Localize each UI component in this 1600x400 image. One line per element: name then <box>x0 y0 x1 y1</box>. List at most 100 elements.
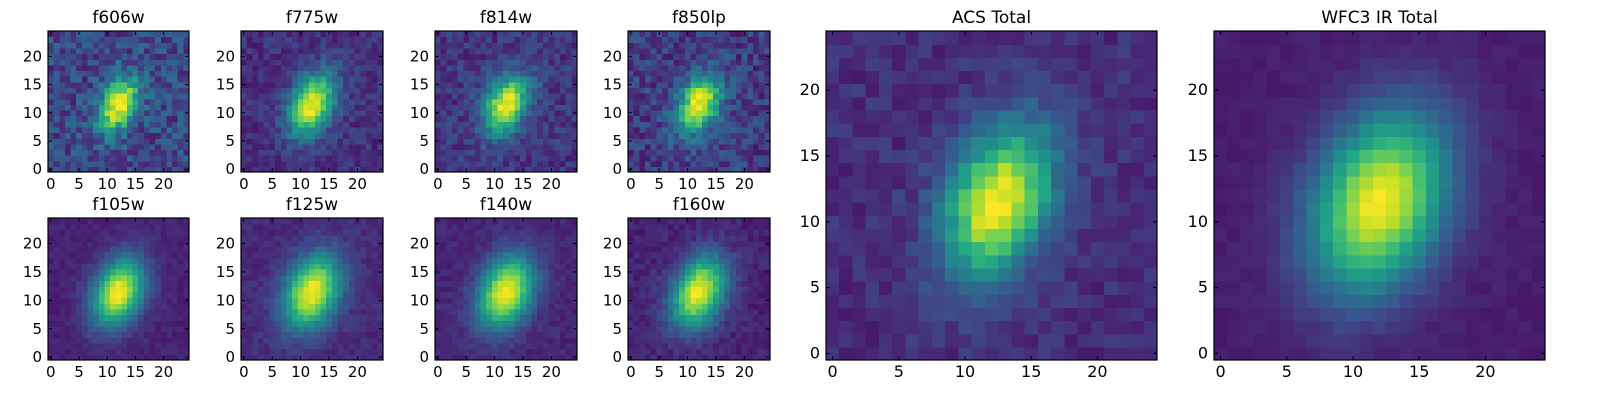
heatmap-cell <box>326 320 333 327</box>
heatmap-cell <box>497 31 504 38</box>
heatmap-cell <box>286 42 293 49</box>
heatmap-cell <box>292 70 299 77</box>
heatmap-cell <box>457 121 464 128</box>
heatmap-cell <box>138 229 145 236</box>
heatmap-cell <box>452 36 459 43</box>
heatmap-cell <box>183 98 190 105</box>
heatmap-cell <box>337 354 344 361</box>
heatmap-cell <box>497 331 504 338</box>
heatmap-cell <box>93 155 100 162</box>
heatmap-cell <box>98 121 105 128</box>
heatmap-cell <box>684 308 692 316</box>
heatmap-cell <box>542 70 550 77</box>
heatmap-cell <box>747 320 754 327</box>
heatmap-cell <box>309 53 316 60</box>
heatmap-cell <box>650 70 657 77</box>
heatmap-cell <box>633 59 640 66</box>
heatmap-cell <box>667 104 675 111</box>
heatmap-cell <box>126 126 134 134</box>
heatmap-cell <box>690 64 697 72</box>
heatmap-cell <box>53 286 60 293</box>
heatmap-cell <box>149 223 156 230</box>
heatmap-cell <box>177 53 184 60</box>
heatmap-cell <box>183 87 190 94</box>
heatmap-cell <box>531 303 538 310</box>
heatmap-cell <box>87 115 94 122</box>
heatmap-cell <box>452 115 459 122</box>
heatmap-cell <box>155 138 162 145</box>
heatmap-cell <box>98 64 105 72</box>
heatmap-cell <box>440 31 447 38</box>
heatmap-cell <box>258 36 265 43</box>
heatmap-cell <box>275 109 282 117</box>
heatmap-cell <box>360 81 367 88</box>
heatmap-cell <box>662 81 669 88</box>
heatmap-cell <box>525 303 533 310</box>
heatmap-cell <box>525 143 533 151</box>
heatmap-cell <box>138 297 145 304</box>
heatmap-cell <box>93 269 100 276</box>
heatmap-cell <box>115 320 122 327</box>
heatmap-cell <box>241 98 248 105</box>
heatmap-cell <box>132 314 139 321</box>
heatmap-cell <box>354 314 361 321</box>
heatmap-cell <box>70 149 77 156</box>
heatmap-cell <box>59 342 66 350</box>
heatmap-cell <box>463 331 470 338</box>
heatmap-cell <box>337 64 344 72</box>
heatmap-cell <box>559 93 567 100</box>
heatmap-cell <box>252 76 259 83</box>
heatmap-cell <box>633 87 640 94</box>
heatmap-cell <box>491 42 499 49</box>
heatmap-cell <box>70 235 77 242</box>
x-tick-label: 20 <box>735 175 754 193</box>
heatmap-cell <box>679 291 686 299</box>
heatmap-cell <box>764 42 771 49</box>
heatmap-cell <box>258 218 265 225</box>
heatmap-cell <box>143 42 151 49</box>
heatmap-cell <box>337 126 344 134</box>
heatmap-cell <box>314 223 322 230</box>
heatmap-cell <box>337 286 344 293</box>
heatmap-cell <box>343 235 350 242</box>
heatmap-cell <box>320 132 327 139</box>
heatmap-cell <box>508 286 516 293</box>
heatmap-cell <box>690 109 697 117</box>
heatmap-cell <box>53 320 60 327</box>
heatmap-cell <box>701 166 709 173</box>
heatmap-cell <box>531 331 538 338</box>
heatmap-cell <box>673 81 680 88</box>
heatmap-cell <box>246 81 253 88</box>
heatmap-cell <box>64 155 72 162</box>
heatmap-cell <box>452 286 459 293</box>
heatmap-cell <box>559 87 567 94</box>
heatmap-cell <box>297 138 305 145</box>
heatmap-cell <box>752 126 760 134</box>
heatmap-cell <box>48 59 55 66</box>
heatmap-cell <box>452 59 459 66</box>
heatmap-cell <box>491 263 499 270</box>
heatmap-cell <box>440 263 447 270</box>
heatmap-cell <box>280 42 288 49</box>
heatmap-cell <box>730 93 737 100</box>
heatmap-cell <box>474 160 482 167</box>
heatmap-cell <box>87 240 94 247</box>
heatmap-cell <box>531 160 538 167</box>
heatmap-cell <box>656 104 663 111</box>
heatmap-cell <box>565 166 572 173</box>
heatmap-cell <box>246 166 253 173</box>
heatmap-cell <box>514 280 521 287</box>
heatmap-cell <box>542 160 550 167</box>
heatmap-cell <box>252 47 259 55</box>
heatmap-cell <box>121 98 128 105</box>
heatmap-cell <box>269 42 276 49</box>
heatmap-cell <box>548 42 555 49</box>
heatmap-cell <box>155 160 162 167</box>
heatmap-cell <box>377 291 384 299</box>
heatmap-cell <box>166 149 173 156</box>
heatmap-cell <box>269 280 276 287</box>
heatmap-cell <box>360 308 367 316</box>
heatmap-cell <box>435 59 442 66</box>
heatmap-cell <box>166 126 173 134</box>
heatmap-cell <box>149 263 156 270</box>
